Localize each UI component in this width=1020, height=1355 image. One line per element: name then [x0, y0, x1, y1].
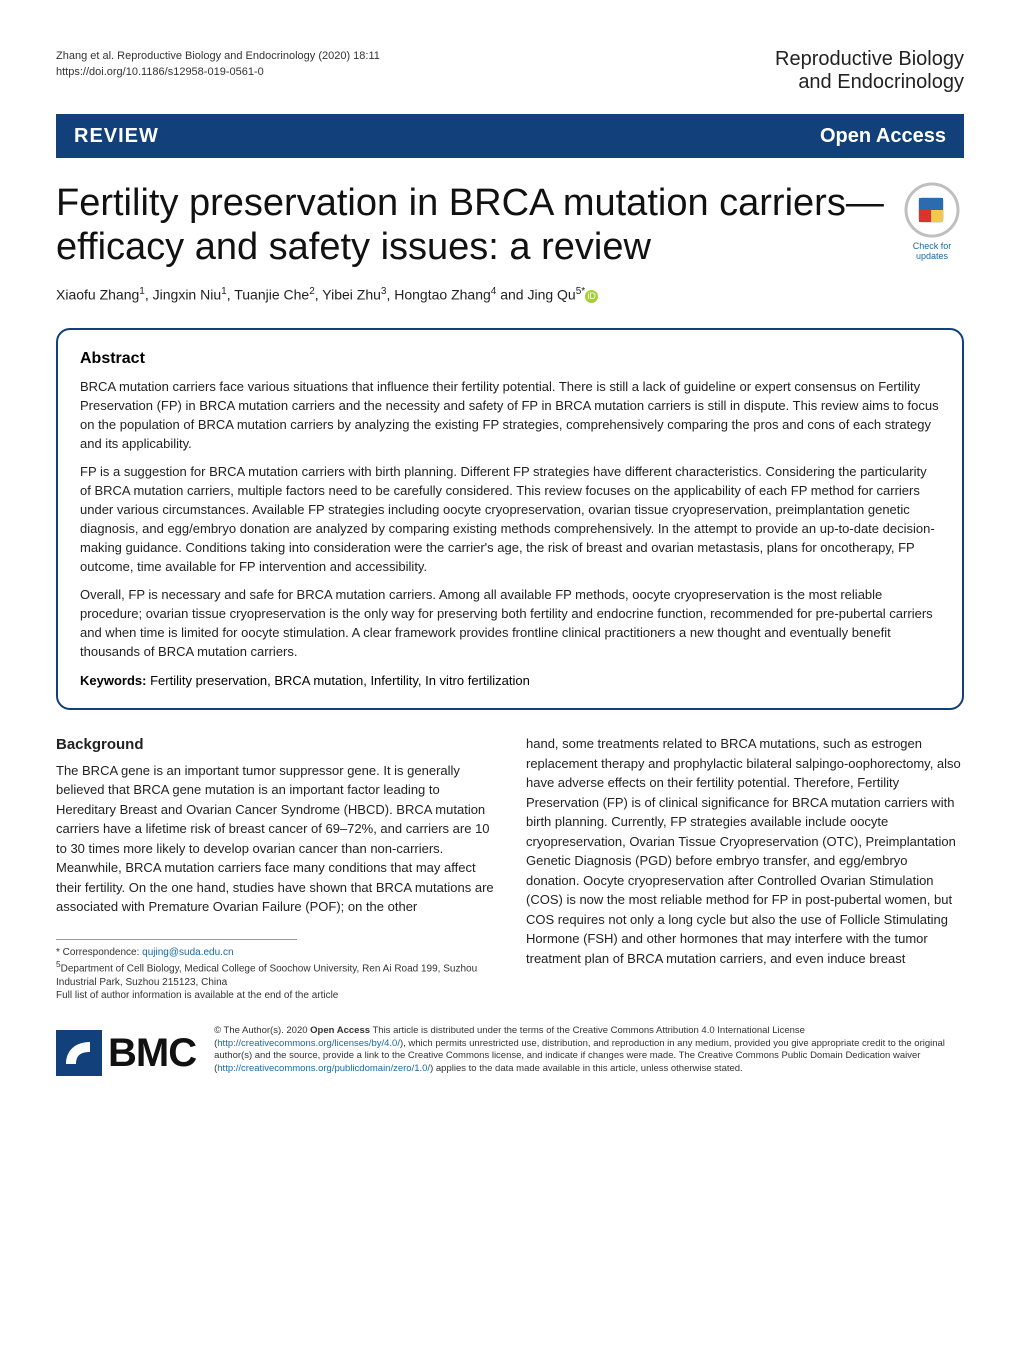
banner-category: REVIEW — [74, 122, 159, 150]
author-3: , Tuanjie Che — [227, 287, 310, 303]
footer-row: BMC © The Author(s). 2020 Open Access Th… — [56, 1025, 964, 1081]
banner-open-access: Open Access — [820, 122, 946, 150]
abstract-box: Abstract BRCA mutation carriers face var… — [56, 328, 964, 710]
correspondence-block: * Correspondence: qujing@suda.edu.cn 5De… — [56, 946, 494, 1003]
crossmark-text: Check for updates — [900, 242, 964, 262]
journal-line2: and Endocrinology — [775, 71, 964, 94]
correspondence-rule — [56, 939, 297, 940]
author-1: Xiaofu Zhang — [56, 287, 139, 303]
column-right: hand, some treatments related to BRCA mu… — [526, 734, 964, 1003]
author-6-aff: 5* — [576, 286, 585, 297]
bmc-text: BMC — [108, 1025, 196, 1081]
corr-prefix: * Correspondence: — [56, 947, 142, 958]
crossmark-icon — [904, 182, 960, 238]
author-4: , Yibei Zhu — [315, 287, 381, 303]
author-2: , Jingxin Niu — [145, 287, 221, 303]
corr-affiliation: Department of Cell Biology, Medical Coll… — [56, 963, 477, 988]
article-title: Fertility preservation in BRCA mutation … — [56, 182, 884, 269]
license-open-access: Open Access — [310, 1025, 370, 1036]
background-heading: Background — [56, 734, 494, 757]
journal-name: Reproductive Biology and Endocrinology — [775, 48, 964, 94]
keywords-label: Keywords: — [80, 673, 146, 688]
abstract-p3: Overall, FP is necessary and safe for BR… — [80, 586, 940, 661]
abstract-heading: Abstract — [80, 348, 940, 370]
title-row: Fertility preservation in BRCA mutation … — [56, 182, 964, 285]
license-link-cc0[interactable]: http://creativecommons.org/publicdomain/… — [217, 1063, 430, 1074]
abstract-p2: FP is a suggestion for BRCA mutation car… — [80, 463, 940, 576]
running-head-block: Zhang et al. Reproductive Biology and En… — [56, 48, 380, 80]
license-link-ccby[interactable]: http://creativecommons.org/licenses/by/4… — [217, 1038, 400, 1049]
keywords-text: Fertility preservation, BRCA mutation, I… — [146, 673, 529, 688]
author-6: and Jing Qu — [496, 287, 575, 303]
background-text-2: hand, some treatments related to BRCA mu… — [526, 734, 964, 968]
author-5: , Hongtao Zhang — [386, 287, 490, 303]
column-left: Background The BRCA gene is an important… — [56, 734, 494, 1003]
header-row: Zhang et al. Reproductive Biology and En… — [56, 48, 964, 94]
corr-full-list: Full list of author information is avail… — [56, 990, 338, 1001]
orcid-icon[interactable]: iD — [585, 290, 598, 303]
license-text: © The Author(s). 2020 Open Access This a… — [214, 1025, 964, 1076]
abstract-p1: BRCA mutation carriers face various situ… — [80, 378, 940, 453]
keywords-line: Keywords: Fertility preservation, BRCA m… — [80, 672, 940, 690]
crossmark-badge[interactable]: Check for updates — [900, 182, 964, 262]
authors-line: Xiaofu Zhang1, Jingxin Niu1, Tuanjie Che… — [56, 285, 964, 305]
journal-line1: Reproductive Biology — [775, 48, 964, 71]
corr-email-link[interactable]: qujing@suda.edu.cn — [142, 947, 233, 958]
running-head: Zhang et al. Reproductive Biology and En… — [56, 48, 380, 65]
license-pre: © The Author(s). 2020 — [214, 1025, 310, 1036]
bmc-square-icon — [56, 1030, 102, 1076]
bmc-logo: BMC — [56, 1025, 196, 1081]
body-columns: Background The BRCA gene is an important… — [56, 734, 964, 1003]
license-p3: ) applies to the data made available in … — [430, 1063, 743, 1074]
doi: https://doi.org/10.1186/s12958-019-0561-… — [56, 65, 380, 80]
background-text-1: The BRCA gene is an important tumor supp… — [56, 761, 494, 917]
page-root: Zhang et al. Reproductive Biology and En… — [0, 0, 1020, 1111]
category-banner: REVIEW Open Access — [56, 114, 964, 158]
